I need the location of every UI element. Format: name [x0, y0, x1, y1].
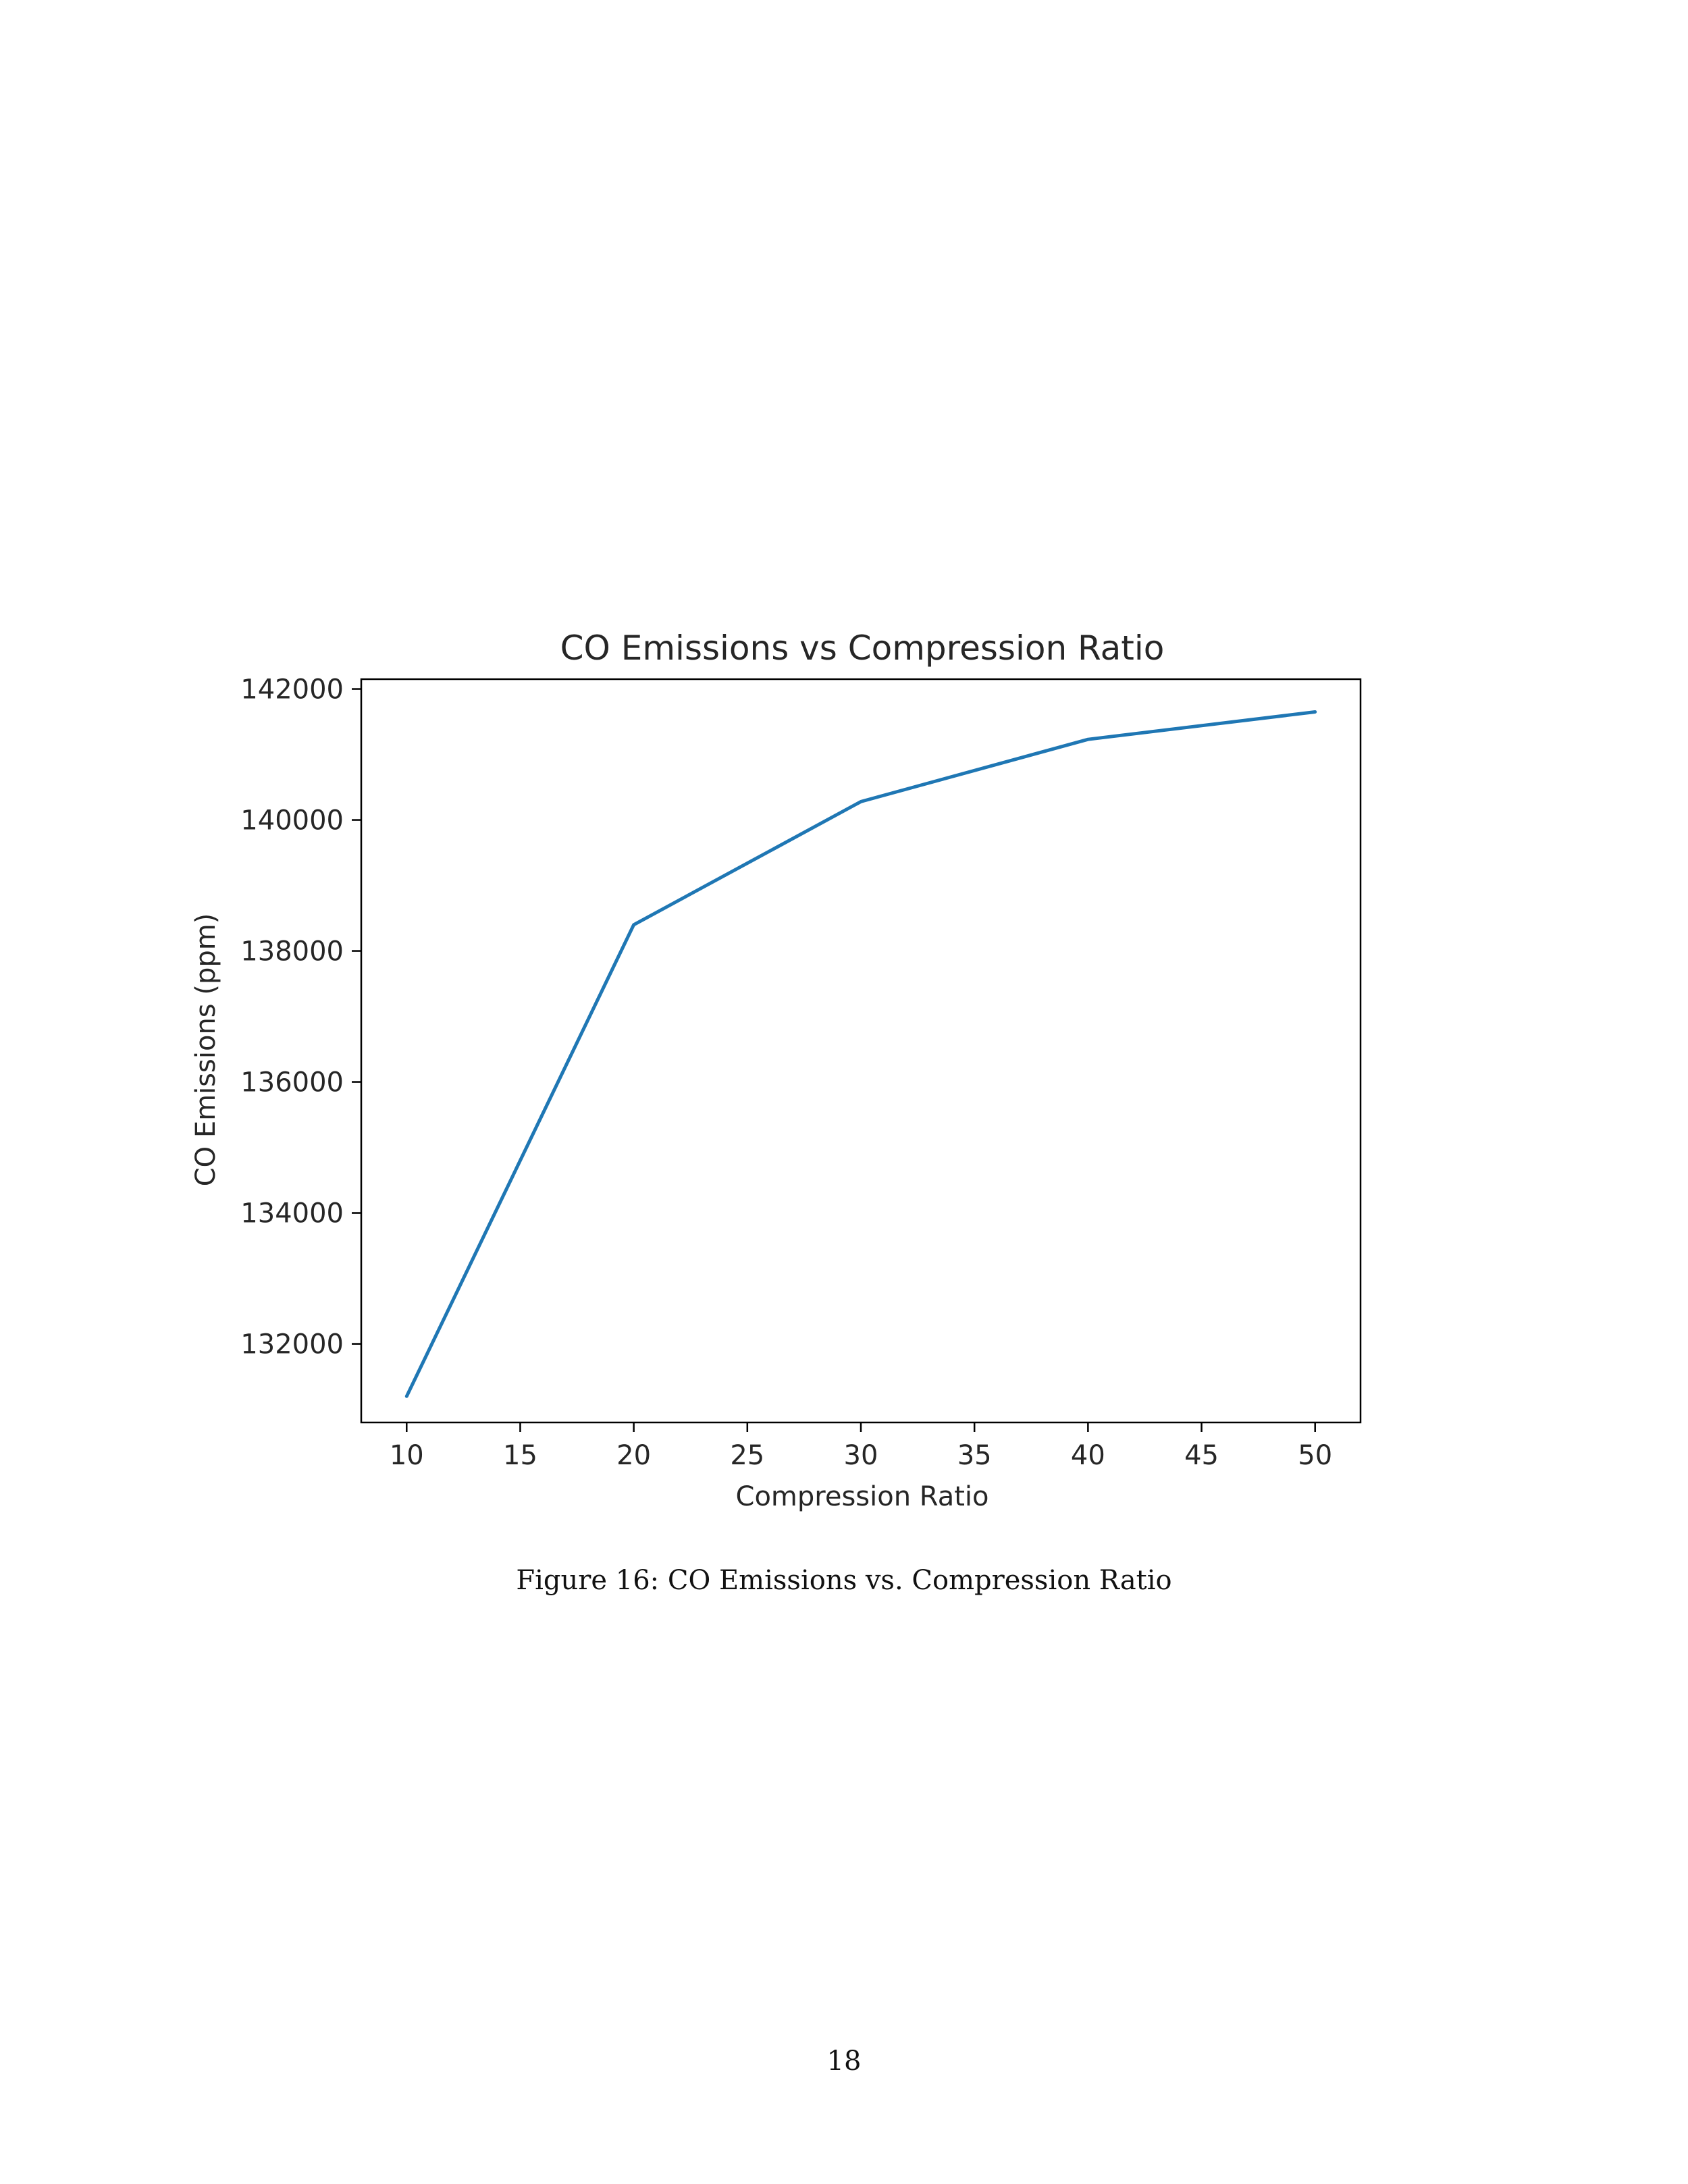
x-axis-ticks: 10 15 20 25 30 35 40 45 50: [390, 1422, 1332, 1471]
series-line-1: [404, 710, 1317, 1398]
y-tick-label: 142000: [240, 674, 344, 705]
x-tick-label: 45: [1184, 1440, 1219, 1471]
plot-frame: [360, 678, 1362, 1424]
x-tick-label: 40: [1071, 1440, 1105, 1471]
x-tick-label: 20: [616, 1440, 651, 1471]
x-tick-label: 30: [844, 1440, 878, 1471]
y-axis-ticks: 132000 134000 136000 138000 140000 142000: [240, 674, 361, 1360]
x-tick-label: 10: [390, 1440, 424, 1471]
y-tick-label: 140000: [240, 805, 344, 836]
x-tick-label: 25: [730, 1440, 764, 1471]
y-tick-label: 136000: [240, 1067, 344, 1098]
y-axis-label: CO Emissions (ppm): [190, 913, 221, 1187]
figure-caption: Figure 16: CO Emissions vs. Compression …: [516, 1565, 1172, 1596]
chart-title: CO Emissions vs Compression Ratio: [560, 629, 1165, 668]
x-tick-label: 50: [1298, 1440, 1332, 1471]
y-tick-label: 134000: [240, 1198, 344, 1229]
page-number: 18: [826, 2046, 862, 2077]
y-tick-label: 138000: [240, 936, 344, 967]
x-axis-label: Compression Ratio: [736, 1481, 989, 1512]
plot-area: [360, 678, 1362, 1424]
x-tick-label: 35: [957, 1440, 992, 1471]
y-tick-label: 132000: [240, 1329, 344, 1360]
x-tick-label: 15: [503, 1440, 537, 1471]
